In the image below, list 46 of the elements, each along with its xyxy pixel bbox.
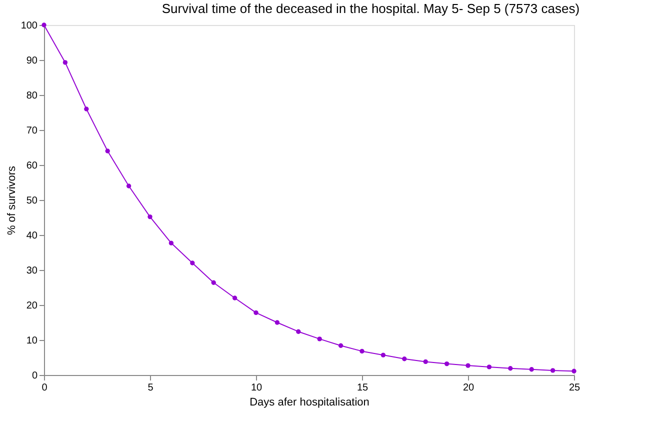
- point: [62, 60, 68, 65]
- point: [274, 320, 280, 325]
- point: [360, 348, 364, 354]
- point: [126, 184, 132, 188]
- point: [317, 336, 322, 342]
- point: [423, 359, 428, 364]
- point: [486, 364, 492, 370]
- point: [466, 363, 470, 368]
- y-tick-label: 30: [26, 266, 38, 276]
- point: [550, 368, 556, 373]
- point: [190, 260, 195, 266]
- y-tick-label: 0: [32, 370, 38, 382]
- point: [148, 214, 152, 220]
- point: [168, 240, 174, 246]
- y-tick-label: 100: [20, 20, 38, 32]
- point: [402, 356, 407, 362]
- point: [232, 296, 238, 300]
- point: [444, 361, 450, 366]
- point: [42, 22, 46, 28]
- y-axis-title: % of survivors: [6, 165, 18, 236]
- y-tick-label: 50: [26, 196, 38, 206]
- point: [572, 368, 576, 374]
- y-tick-label: 60: [26, 160, 38, 172]
- x-tick-label: 10: [250, 382, 262, 394]
- point: [338, 343, 344, 348]
- y-tick-label: 70: [26, 126, 38, 136]
- point: [105, 148, 110, 154]
- point: [508, 366, 513, 371]
- y-tick-label: 10: [26, 336, 38, 346]
- point: [211, 280, 216, 285]
- y-tick-label: 80: [26, 90, 38, 102]
- point: [529, 367, 534, 372]
- point: [296, 329, 301, 334]
- point: [380, 352, 386, 358]
- point: [84, 106, 89, 112]
- x-tick-label: 0: [42, 382, 48, 394]
- y-tick-label: 90: [26, 56, 38, 66]
- y-tick-label: 20: [26, 300, 38, 312]
- x-tick-label: 15: [356, 382, 368, 394]
- point: [254, 310, 258, 316]
- x-tick-label: 25: [568, 382, 580, 394]
- y-tick-label: 40: [26, 230, 38, 242]
- chart-title: Survival time of the deceased in the hospital. May 5- Sep 5 (7573 cases): [162, 1, 580, 16]
- x-tick-label: 20: [462, 382, 474, 394]
- x-axis-title: Days afer hospitalisation: [250, 396, 370, 408]
- x-tick-label: 5: [148, 382, 154, 394]
